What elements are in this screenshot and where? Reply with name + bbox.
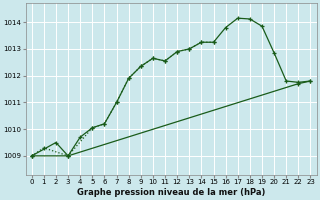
X-axis label: Graphe pression niveau de la mer (hPa): Graphe pression niveau de la mer (hPa) [77,188,265,197]
